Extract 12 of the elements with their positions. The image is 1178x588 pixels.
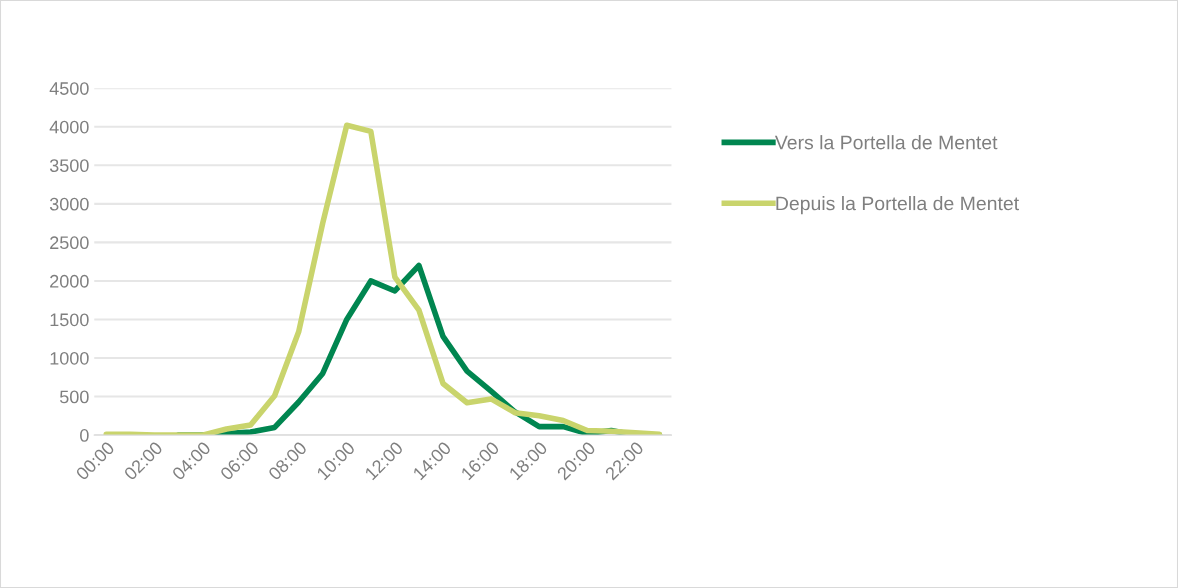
- y-tick-label: 1000: [50, 351, 89, 365]
- y-tick-label: 2500: [50, 236, 89, 250]
- legend-label: Vers la Portella de Mentet: [774, 135, 998, 150]
- y-tick-label: 2000: [50, 274, 89, 288]
- y-tick-label: 500: [59, 390, 89, 404]
- y-tick-label: 4000: [49, 120, 89, 134]
- y-tick-label: 0: [80, 429, 89, 442]
- y-tick-label: 3500: [49, 159, 89, 173]
- legend-label: Depuis la Portella de Mentet: [776, 196, 1019, 215]
- y-tick-label: 3000: [49, 197, 89, 211]
- y-tick-label: 4500: [49, 82, 89, 95]
- y-tick-label: 1500: [50, 313, 89, 327]
